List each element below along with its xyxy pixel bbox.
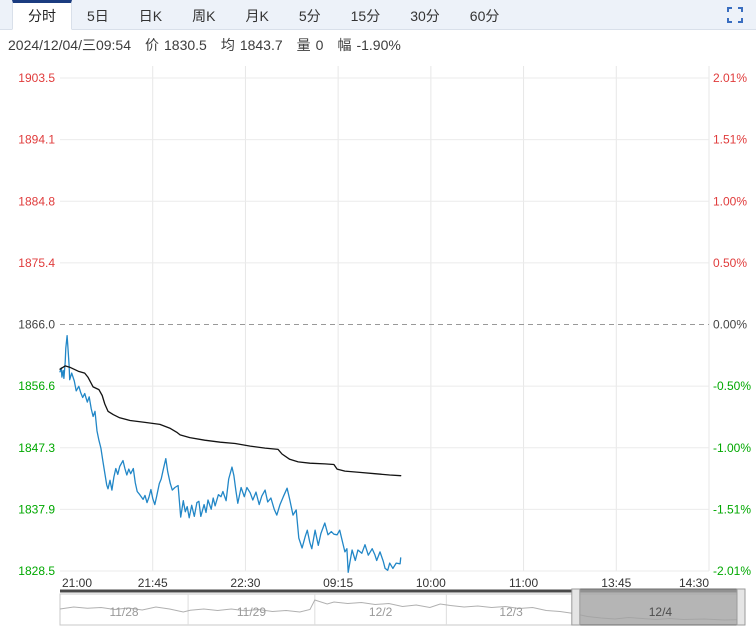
tab-5d[interactable]: 5日 bbox=[87, 8, 109, 24]
y-axis-label-left: 1856.6 bbox=[18, 379, 55, 393]
y-axis-label-right: 1.51% bbox=[713, 133, 747, 147]
period-tabbar: 分时 5日 日K 周K 月K 5分 15分 30分 60分 bbox=[0, 0, 756, 30]
x-axis-label: 14:30 bbox=[679, 576, 709, 590]
y-axis-label-right: 1.00% bbox=[713, 194, 747, 208]
x-axis-label: 21:00 bbox=[62, 576, 92, 590]
y-axis-label-left: 1847.3 bbox=[18, 441, 55, 455]
quote-change: 幅 -1.90% bbox=[337, 35, 400, 55]
tab-60m[interactable]: 60分 bbox=[469, 8, 500, 24]
price-label: 价 bbox=[145, 37, 159, 53]
x-axis-label: 09:15 bbox=[323, 576, 353, 590]
tab-day-k[interactable]: 日K bbox=[138, 8, 163, 24]
y-axis-label-right: 0.50% bbox=[713, 256, 747, 270]
average-label: 均 bbox=[220, 37, 235, 53]
navigator-handle-left[interactable] bbox=[571, 588, 581, 626]
fullscreen-button[interactable] bbox=[726, 6, 744, 24]
average-line bbox=[59, 365, 402, 477]
tab-5m[interactable]: 5分 bbox=[298, 8, 321, 24]
tab-15m[interactable]: 15分 bbox=[350, 8, 381, 24]
volume-value: 0 bbox=[315, 37, 324, 53]
y-axis-label-left: 1875.4 bbox=[18, 256, 55, 270]
y-axis-label-left: 1894.1 bbox=[18, 133, 55, 147]
volume-label: 量 bbox=[296, 37, 311, 53]
intraday-chart: 1903.5 2.01% 1894.1 1.51% 1884.8 1.00% 1875.4 0… bbox=[18, 66, 751, 626]
chart-area: 1903.5 2.01% 1894.1 1.51% 1884.8 1.00% 1875.4 0… bbox=[0, 60, 756, 631]
price-line bbox=[59, 335, 402, 573]
tab-month-k[interactable]: 月K bbox=[245, 8, 269, 24]
x-axis-label: 21:45 bbox=[138, 576, 168, 590]
tab-30m[interactable]: 30分 bbox=[410, 8, 440, 24]
fullscreen-icon bbox=[727, 7, 743, 23]
quote-average: 均 1843.7 bbox=[221, 35, 283, 55]
y-axis-label-left: 1903.5 bbox=[18, 71, 55, 85]
average-value: 1843.7 bbox=[239, 37, 283, 53]
quote-datetime: 2024/12/04/三09:54 bbox=[8, 37, 131, 53]
change-value: -1.90% bbox=[356, 37, 401, 53]
y-axis-label-right: -1.51% bbox=[713, 502, 751, 516]
tab-fenshi[interactable]: 分时 bbox=[12, 0, 72, 30]
x-axis-label: 13:45 bbox=[601, 576, 631, 590]
tab-week-k[interactable]: 周K bbox=[192, 8, 216, 24]
quote-price: 价 1830.5 bbox=[145, 35, 207, 55]
navigator-date-label: 12/2 bbox=[369, 605, 393, 619]
y-axis-label-right: -0.50% bbox=[713, 379, 751, 393]
y-axis-label-right: -2.01% bbox=[713, 564, 751, 578]
y-axis-label-left: 1884.8 bbox=[18, 194, 55, 208]
y-axis-label-right: -1.00% bbox=[713, 441, 751, 455]
navigator-date-label-selected: 12/4 bbox=[649, 605, 673, 619]
x-axis-label: 10:00 bbox=[416, 576, 446, 590]
navigator-date-label: 11/28 bbox=[109, 605, 138, 619]
navigator-date-label: 12/3 bbox=[499, 605, 523, 619]
x-axis-label: 22:30 bbox=[230, 576, 260, 590]
navigator-handle-right[interactable] bbox=[736, 588, 746, 626]
navigator-date-label: 11/29 bbox=[237, 605, 266, 619]
change-label: 幅 bbox=[337, 37, 352, 53]
navigator-selection[interactable] bbox=[575, 588, 746, 626]
price-value: 1830.5 bbox=[164, 37, 207, 53]
y-axis-label-right: 0.00% bbox=[713, 318, 747, 332]
y-axis-label-left: 1828.5 bbox=[18, 564, 55, 578]
y-axis-label-left: 1837.9 bbox=[18, 502, 55, 516]
x-axis-label: 11:00 bbox=[509, 576, 538, 590]
y-axis-label-right: 2.01% bbox=[713, 71, 747, 85]
y-axis-label-left: 1866.0 bbox=[18, 318, 55, 332]
